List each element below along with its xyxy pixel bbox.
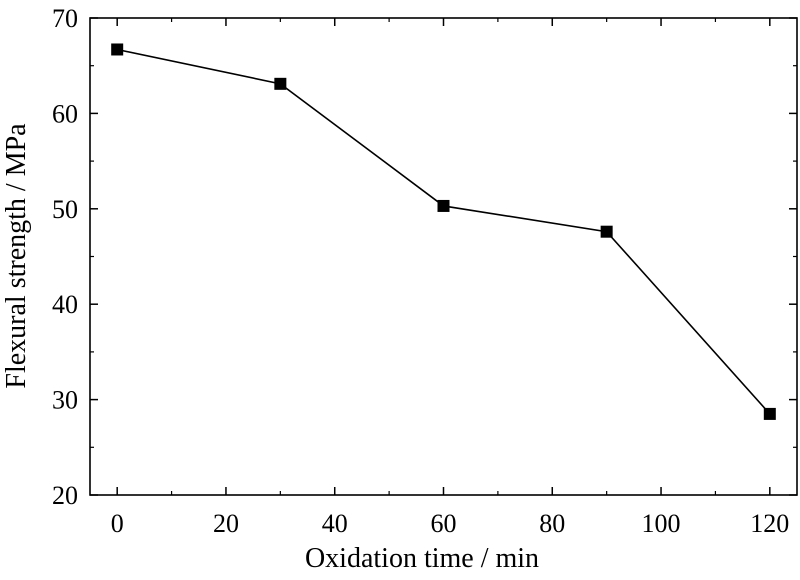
x-tick-label: 40: [322, 509, 348, 538]
y-tick-label: 60: [52, 99, 78, 128]
x-tick-label: 60: [431, 509, 457, 538]
y-tick-label: 20: [52, 481, 78, 510]
plot-area-frame: [89, 17, 798, 496]
y-tick-label: 30: [52, 386, 78, 415]
data-point: [600, 225, 613, 238]
data-point: [274, 77, 287, 90]
y-tick-label: 40: [52, 290, 78, 319]
x-tick-label: 20: [213, 509, 239, 538]
series-line: [117, 48, 771, 415]
x-tick-label: 100: [642, 509, 681, 538]
x-tick-label: 120: [750, 509, 789, 538]
series-layer: [111, 43, 776, 420]
x-axis-title: Oxidation time / min: [305, 543, 539, 574]
y-axis-ticks: 20 30 40 50 60 70: [52, 4, 797, 510]
data-point: [437, 199, 450, 212]
y-tick-label: 50: [52, 195, 78, 224]
x-tick-label: 0: [111, 509, 124, 538]
data-point: [111, 43, 124, 56]
data-point: [763, 407, 776, 420]
y-axis-title: Flexural strength / MPa: [1, 123, 32, 389]
x-axis-ticks: 0 20 40 60 80 100 120: [111, 18, 789, 538]
x-tick-label: 80: [539, 509, 565, 538]
y-tick-label: 70: [52, 4, 78, 33]
